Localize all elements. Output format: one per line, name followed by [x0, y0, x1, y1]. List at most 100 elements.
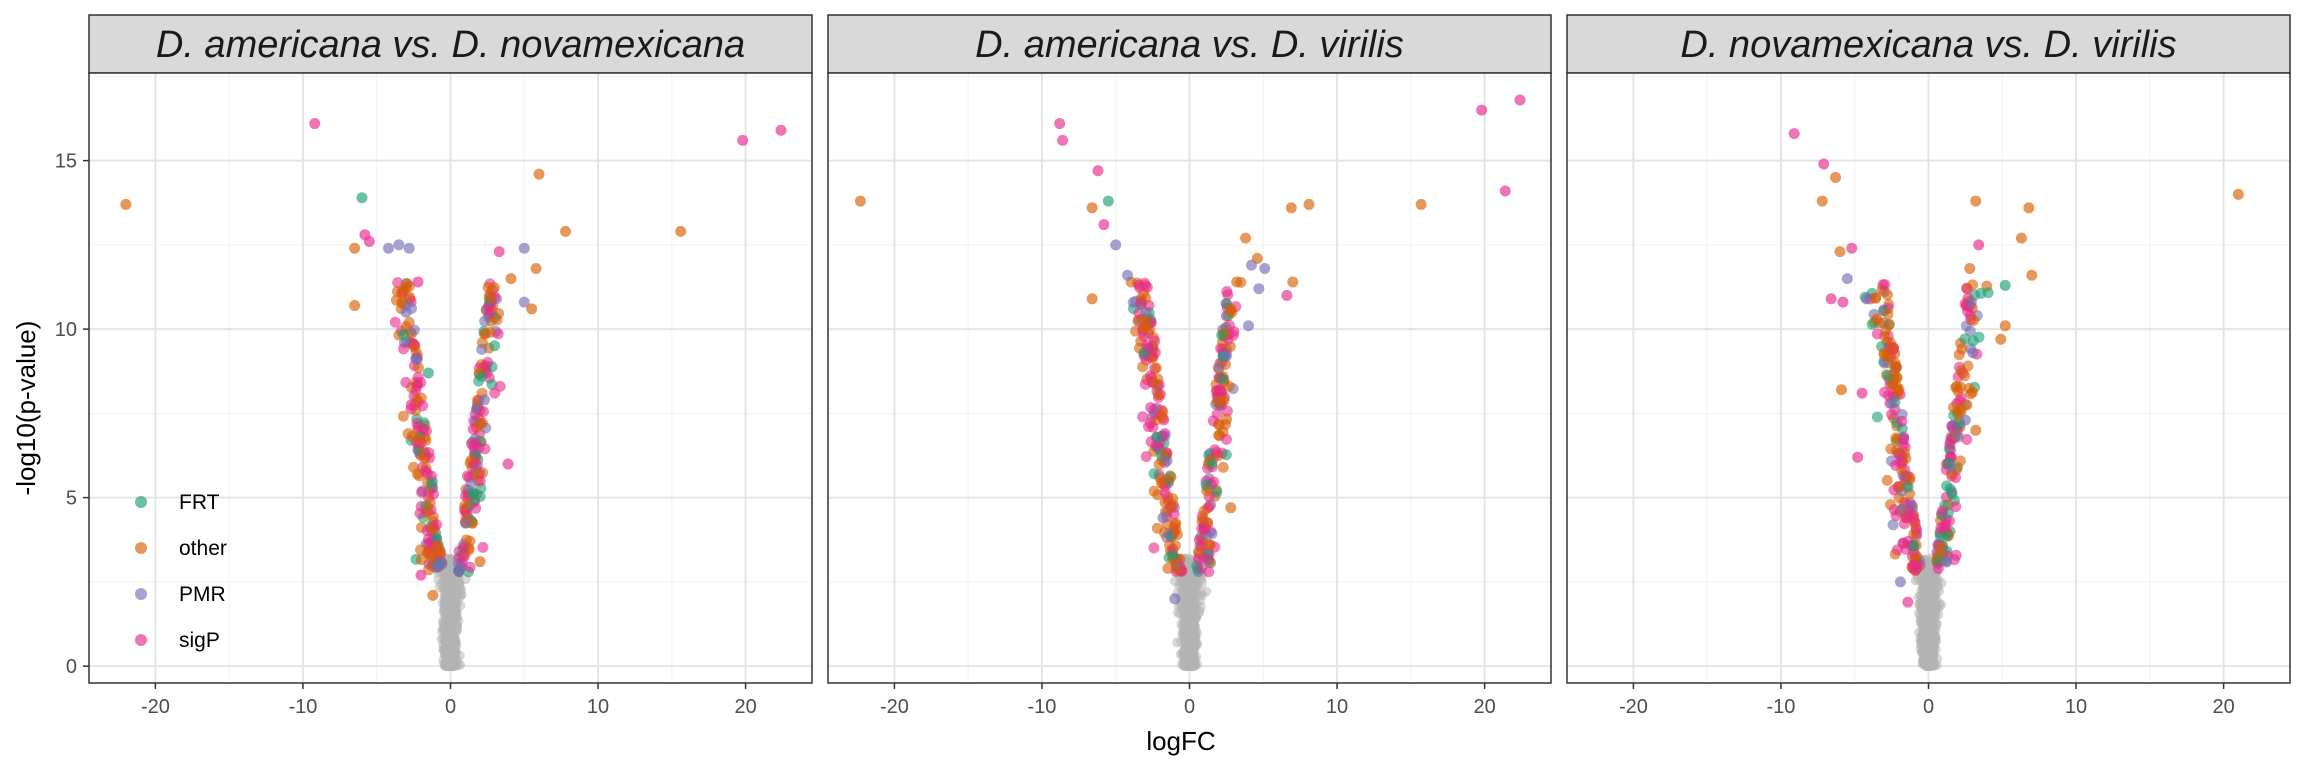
x-axis-label: logFC — [1146, 726, 1215, 756]
point-other — [854, 195, 866, 207]
point-sigP — [415, 569, 427, 581]
x-tick-label: 10 — [1326, 696, 1348, 718]
point-other — [1148, 485, 1160, 497]
point-sigP — [416, 486, 428, 498]
point-PMR — [1959, 414, 1971, 426]
point-other — [423, 547, 435, 559]
point-FRT — [1941, 530, 1953, 542]
point-other — [423, 564, 435, 576]
point-other — [473, 418, 485, 430]
x-tick-label: 20 — [2212, 696, 2234, 718]
point-sigP — [1818, 158, 1830, 170]
point-sigP — [1852, 451, 1864, 463]
point-sigP — [461, 470, 473, 482]
panel-2: D. americana vs. D. virilis -20 -10 0 10 20 — [827, 14, 1552, 718]
point-PMR — [1169, 593, 1181, 605]
point-other — [1835, 384, 1847, 396]
point-other — [1149, 378, 1161, 390]
point-PMR — [1967, 347, 1979, 359]
point-other — [1834, 246, 1846, 258]
point-FRT — [1220, 449, 1232, 461]
legend-label: other — [179, 537, 227, 560]
point-other — [1169, 519, 1181, 531]
facet-title: D. americana vs. D. novamexicana — [156, 24, 745, 66]
point-sigP — [464, 561, 476, 573]
point-FRT — [1167, 550, 1179, 562]
point-sigP — [1054, 118, 1066, 130]
point-other — [397, 284, 409, 296]
point-background — [454, 650, 465, 661]
point-other — [1303, 198, 1315, 210]
point-sigP — [363, 236, 375, 248]
x-tick-label: -20 — [141, 696, 170, 718]
nonsignificant-points — [1169, 553, 1212, 672]
point-background — [436, 578, 447, 589]
point-background — [451, 640, 462, 651]
point-FRT — [356, 192, 368, 204]
point-sigP — [1950, 501, 1962, 513]
point-sigP — [1896, 415, 1908, 427]
y-tick-label: 5 — [66, 488, 77, 510]
point-sigP — [1846, 242, 1858, 254]
point-sigP — [1837, 296, 1849, 308]
point-other — [1201, 485, 1213, 497]
point-other — [1970, 195, 1982, 207]
point-other — [459, 500, 471, 512]
point-background — [1201, 586, 1212, 597]
point-sigP — [1499, 185, 1511, 197]
point-other — [1816, 195, 1828, 207]
point-sigP — [465, 438, 477, 450]
point-other — [1157, 406, 1169, 418]
point-sigP — [1203, 501, 1215, 513]
outlier-points — [120, 118, 787, 601]
point-PMR — [1841, 273, 1853, 285]
point-PMR — [403, 242, 415, 254]
point-other — [1132, 314, 1144, 326]
point-sigP — [470, 502, 482, 514]
point-sigP — [1900, 512, 1912, 524]
point-background — [1172, 637, 1183, 648]
point-other — [408, 341, 420, 353]
point-sigP — [1973, 239, 1985, 251]
point-other — [1894, 480, 1906, 492]
point-other — [1887, 341, 1899, 353]
point-PMR — [1243, 320, 1255, 332]
point-PMR — [1887, 519, 1899, 531]
point-PMR — [1259, 262, 1271, 274]
point-sigP — [1151, 440, 1163, 452]
point-sigP — [405, 403, 417, 415]
point-other — [1086, 202, 1098, 214]
point-sigP — [1135, 297, 1147, 309]
point-PMR — [1157, 512, 1169, 524]
point-other — [1869, 292, 1881, 304]
point-PMR — [1952, 431, 1964, 443]
point-background — [1188, 620, 1199, 631]
point-other — [1226, 307, 1238, 319]
point-other — [1214, 419, 1226, 431]
point-other — [1151, 522, 1163, 534]
point-FRT — [1216, 329, 1228, 341]
point-PMR — [410, 353, 422, 365]
point-FRT — [468, 487, 480, 499]
x-tick-label: -20 — [880, 696, 909, 718]
point-other — [1223, 380, 1235, 392]
point-PMR — [400, 306, 412, 318]
point-other — [1934, 542, 1946, 554]
point-sigP — [1788, 128, 1800, 140]
point-sigP — [1935, 522, 1947, 534]
point-other — [402, 428, 414, 440]
point-other — [412, 362, 424, 374]
point-other — [120, 198, 132, 210]
point-PMR — [1122, 269, 1134, 281]
point-other — [1999, 320, 2011, 332]
significant-points — [1125, 276, 1247, 578]
facet-strip — [1566, 14, 2291, 74]
point-FRT — [1871, 411, 1883, 423]
point-sigP — [457, 542, 469, 554]
point-other — [1891, 381, 1903, 393]
point-PMR — [479, 315, 491, 327]
point-sigP — [1139, 378, 1151, 390]
point-FRT — [1982, 287, 1994, 299]
point-other — [474, 556, 486, 568]
